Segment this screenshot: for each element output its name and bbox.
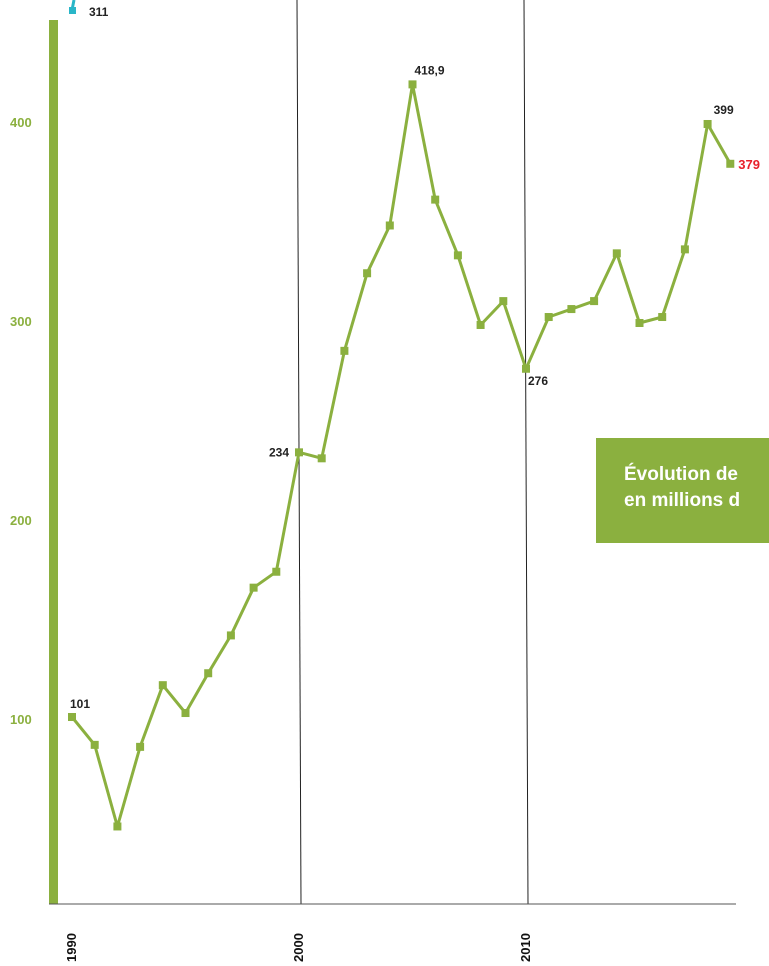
data-point-marker [317,454,326,463]
data-point-marker [295,448,303,457]
data-point-marker [499,297,508,306]
data-point-marker [680,245,689,254]
data-point-marker [340,346,349,355]
x-tick-label: 1990 [64,933,79,962]
data-point-marker [476,320,485,329]
data-point-marker [408,80,417,89]
chart-title-box: Évolution de en millions d [596,438,769,543]
data-point-marker [113,822,122,831]
y-tick-label: 300 [10,314,32,329]
data-point-marker [726,159,735,168]
data-point-marker [136,742,145,751]
data-label: 101 [70,697,90,711]
x-tick-label: 2000 [291,933,306,962]
data-label: 234 [269,445,289,459]
corner-marker [69,7,76,14]
chart-title-line-1: Évolution de [624,464,738,485]
corner-indicator: 311 [69,0,109,19]
y-tick-label: 100 [10,712,32,727]
data-point-marker [204,669,213,678]
data-point-marker [544,313,553,322]
data-point-marker [363,269,372,278]
data-point-marker [272,567,281,576]
corner-label: 311 [89,5,109,19]
data-point-marker [90,740,99,749]
data-point-marker [658,313,667,322]
chart-title-line-2: en millions d [624,490,741,511]
data-point-marker [158,681,167,690]
data-labels: 101 234 418,9 276 399 379 [70,63,760,711]
data-label: 399 [714,103,734,117]
data-label: 379 [738,157,760,172]
data-point-marker [68,713,76,722]
x-tick-label: 2010 [518,933,533,962]
data-label: 276 [528,374,548,388]
series-line [70,82,732,828]
y-tick-label: 400 [10,115,32,130]
data-point-marker [431,195,440,204]
y-tick-label: 200 [10,513,32,528]
data-point-marker [635,318,644,327]
data-point-marker [612,249,621,258]
data-point-marker [522,364,530,373]
data-point-marker [226,631,235,640]
vertical-reference-lines [296,0,529,905]
data-point-marker [567,305,576,314]
reference-line-2010 [523,0,529,905]
y-tick-labels: 100 200 300 400 [10,115,32,727]
data-point-marker [453,251,462,260]
data-point-marker [249,583,258,592]
x-tick-labels: 1990 2000 2010 [64,933,533,962]
data-point-marker [590,297,599,306]
data-point-marker [385,221,394,230]
y-axis-bar [49,20,58,904]
data-point-markers [68,80,735,831]
data-label: 418,9 [415,63,445,77]
data-point-marker [181,709,190,718]
data-point-marker [703,119,712,128]
